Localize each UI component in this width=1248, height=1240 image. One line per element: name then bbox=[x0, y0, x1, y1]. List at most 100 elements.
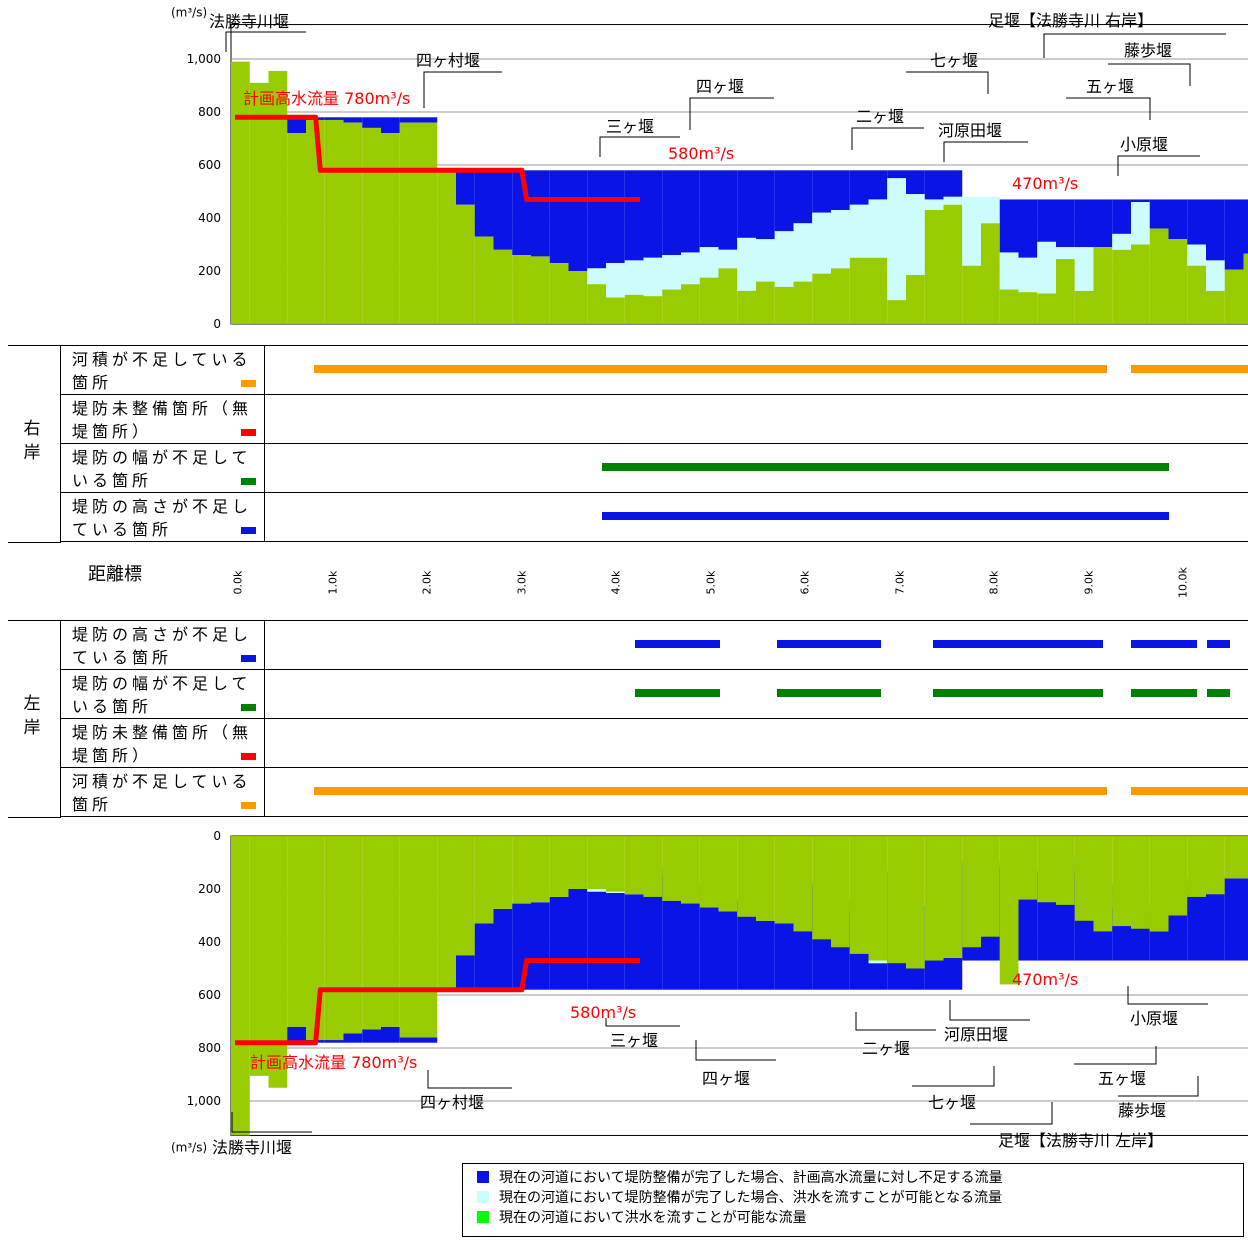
weir-label: 法勝寺川堰 bbox=[212, 1138, 292, 1157]
blue-segment-bar bbox=[1206, 640, 1231, 648]
weir-leader bbox=[912, 1066, 995, 1087]
current-bar bbox=[662, 289, 681, 324]
weir-leader bbox=[1074, 1046, 1157, 1065]
levee-bar bbox=[793, 223, 813, 282]
levee-bar bbox=[1206, 260, 1225, 291]
current-bar bbox=[774, 286, 794, 324]
deficit-bar bbox=[924, 170, 944, 200]
deficit-bar bbox=[531, 902, 550, 990]
current-bar bbox=[512, 836, 531, 904]
current-bar bbox=[343, 836, 363, 1034]
row-label: 堤防の幅が不足している箇所 bbox=[72, 448, 252, 490]
current-bar bbox=[681, 284, 700, 324]
deficit-bar bbox=[1056, 199, 1075, 248]
current-bar bbox=[474, 836, 494, 924]
levee-bar bbox=[756, 239, 775, 282]
current-bar bbox=[662, 836, 681, 901]
current-bar bbox=[643, 296, 663, 324]
weir-label: 四ヶ堰 bbox=[702, 1069, 750, 1088]
current-bar bbox=[681, 836, 700, 904]
current-bar bbox=[962, 265, 981, 324]
right-row-1: 堤防未整備箇所（無堤箇所） bbox=[60, 395, 1248, 444]
green-segment-bar bbox=[1131, 689, 1198, 697]
current-bar bbox=[849, 257, 869, 324]
deficit-bar bbox=[699, 170, 719, 248]
weir-leader bbox=[695, 1040, 776, 1061]
deficit-bar bbox=[906, 968, 925, 990]
blue-segment-bar bbox=[776, 640, 881, 648]
current-bar bbox=[306, 836, 325, 1041]
deficit-bar bbox=[1243, 878, 1248, 961]
weir-leader bbox=[423, 71, 502, 108]
green-segment-bar bbox=[634, 689, 720, 697]
current-bar bbox=[1037, 836, 1056, 903]
deficit-bar bbox=[774, 923, 794, 990]
current-bar bbox=[624, 294, 644, 324]
left-row-0: 堤防の高さが不足している箇所 bbox=[60, 621, 1248, 670]
current-bar bbox=[943, 204, 963, 324]
deficit-bar bbox=[399, 117, 419, 123]
current-bar bbox=[831, 268, 850, 324]
weir-leader bbox=[231, 1112, 312, 1133]
green-segment-bar bbox=[776, 689, 881, 697]
levee-bar bbox=[868, 960, 888, 964]
current-bar bbox=[418, 836, 438, 1038]
unit-label: (m³/s) bbox=[171, 6, 207, 20]
current-bar bbox=[456, 836, 475, 956]
weir-label: 小原堰 bbox=[1130, 1009, 1178, 1028]
current-bar bbox=[324, 836, 344, 1041]
current-bar bbox=[231, 61, 250, 325]
current-bar bbox=[849, 836, 869, 954]
current-bar bbox=[343, 122, 363, 324]
blue-swatch bbox=[241, 527, 256, 534]
deficit-bar bbox=[812, 170, 831, 213]
weir-label: 四ヶ村堰 bbox=[416, 51, 480, 70]
deficit-bar bbox=[849, 170, 869, 205]
current-bar bbox=[268, 836, 288, 1088]
right-bank-side-label: 右 岸 bbox=[8, 346, 61, 543]
right-row-2: 堤防の幅が不足している箇所 bbox=[60, 444, 1248, 493]
right-row-0: 河積が不足している箇所 bbox=[60, 346, 1248, 395]
current-bar bbox=[1131, 836, 1150, 929]
weir-label: 藤歩堰 bbox=[1118, 1101, 1166, 1120]
row-label: 堤防未整備箇所（無堤箇所） bbox=[72, 399, 253, 441]
current-bar bbox=[587, 284, 606, 324]
weir-leader bbox=[1127, 986, 1208, 1005]
plan-flow-annotation: 470m³/s bbox=[1012, 970, 1078, 989]
row-label: 河積が不足している箇所 bbox=[72, 772, 252, 814]
distance-tick-label: 2.0k bbox=[420, 570, 434, 595]
deficit-bar bbox=[681, 170, 700, 253]
distance-tick-label: 7.0k bbox=[893, 570, 906, 595]
levee-bar bbox=[1074, 247, 1094, 291]
current-bar bbox=[868, 836, 888, 961]
levee-bar bbox=[718, 249, 738, 269]
current-bar bbox=[774, 836, 794, 924]
deficit-bar bbox=[943, 957, 963, 990]
distance-tick-label: 8.0k bbox=[987, 570, 1001, 595]
y-tick-label: 600 bbox=[198, 158, 221, 172]
deficit-bar bbox=[1149, 931, 1169, 961]
levee-bar bbox=[1112, 233, 1131, 250]
legend-swatch bbox=[477, 1171, 489, 1183]
deficit-bar bbox=[868, 963, 888, 990]
deficit-bar bbox=[1074, 199, 1094, 248]
current-bar bbox=[568, 271, 588, 324]
distance-tick-label: 4.0k bbox=[609, 570, 623, 595]
deficit-bar bbox=[943, 170, 963, 197]
current-bar bbox=[831, 836, 850, 948]
current-bar bbox=[624, 836, 644, 895]
deficit-bar bbox=[774, 170, 794, 232]
current-bar bbox=[1018, 836, 1038, 900]
deficit-bar bbox=[549, 896, 569, 990]
deficit-bar bbox=[381, 117, 400, 134]
side-char-2: 岸 bbox=[23, 443, 41, 463]
deficit-bar bbox=[606, 170, 625, 264]
deficit-bar bbox=[456, 170, 475, 205]
levee-bar bbox=[662, 255, 681, 290]
deficit-bar bbox=[624, 894, 644, 990]
red-swatch bbox=[241, 753, 256, 760]
levee-bar bbox=[849, 204, 869, 258]
current-bar bbox=[399, 122, 419, 324]
legend-text: 現在の河道において洪水を流すことが可能な流量 bbox=[499, 1210, 807, 1226]
current-bar bbox=[906, 836, 925, 969]
